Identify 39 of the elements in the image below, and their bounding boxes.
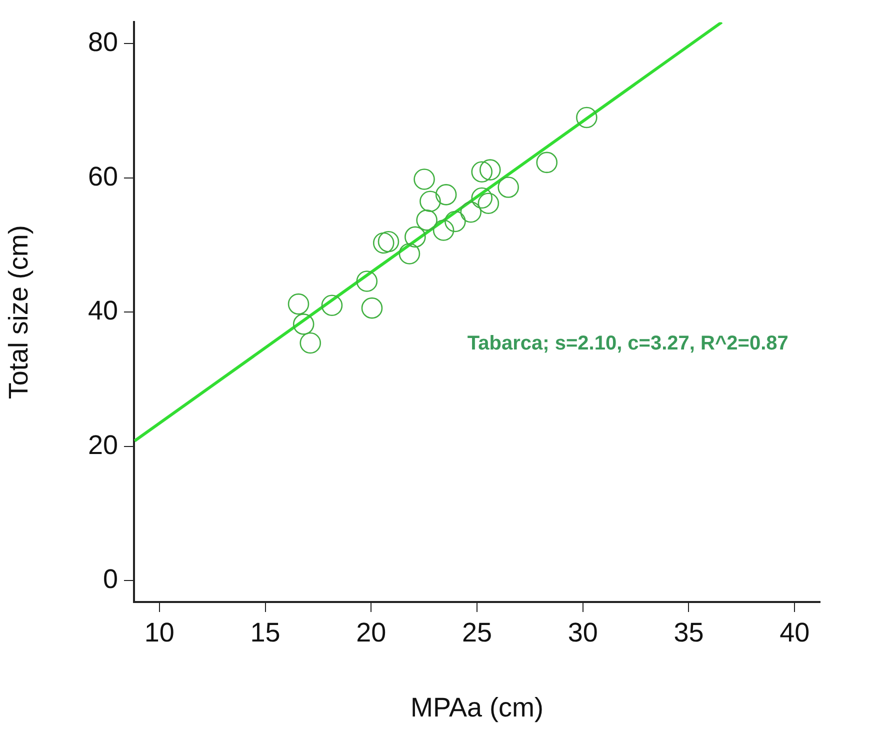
point: [478, 192, 500, 214]
x-tick-label: 35: [674, 618, 704, 648]
point: [498, 176, 519, 198]
point: [435, 184, 457, 206]
point: [361, 297, 383, 319]
point: [378, 230, 400, 252]
point: [414, 168, 435, 190]
point: [576, 106, 598, 128]
point: [300, 332, 322, 354]
y-tick-label: 0: [102, 564, 118, 594]
point: [471, 161, 493, 182]
y-tick-label: 20: [88, 430, 118, 460]
y-tick-label: 80: [88, 27, 118, 58]
point: [471, 187, 493, 209]
point: [536, 152, 558, 174]
point: [432, 220, 454, 241]
x-tick-label: 15: [250, 618, 280, 648]
y-tick-label: 40: [88, 296, 118, 326]
x-tick-label: 25: [462, 618, 492, 648]
point: [292, 314, 314, 335]
annotation: Tabarca; s=2.10, c=3.27, R^2=0.87: [467, 332, 788, 355]
point: [398, 243, 420, 264]
point: [416, 210, 438, 231]
y-tick-label: 60: [88, 161, 118, 192]
x-tick-label: 30: [568, 618, 598, 648]
point: [460, 201, 482, 223]
point: [356, 270, 378, 292]
point: [420, 190, 441, 212]
x-tick-label: 10: [144, 618, 174, 648]
point: [479, 159, 501, 180]
x-tick-label: 40: [780, 618, 810, 648]
point: [288, 293, 310, 315]
point: [444, 210, 466, 232]
x-axis-title: MPAa (cm): [410, 692, 544, 722]
point: [321, 294, 343, 316]
point: [372, 232, 394, 254]
x-tick-label: 20: [356, 618, 386, 648]
y-axis-title: Total size (cm): [4, 225, 34, 400]
point: [404, 226, 426, 248]
